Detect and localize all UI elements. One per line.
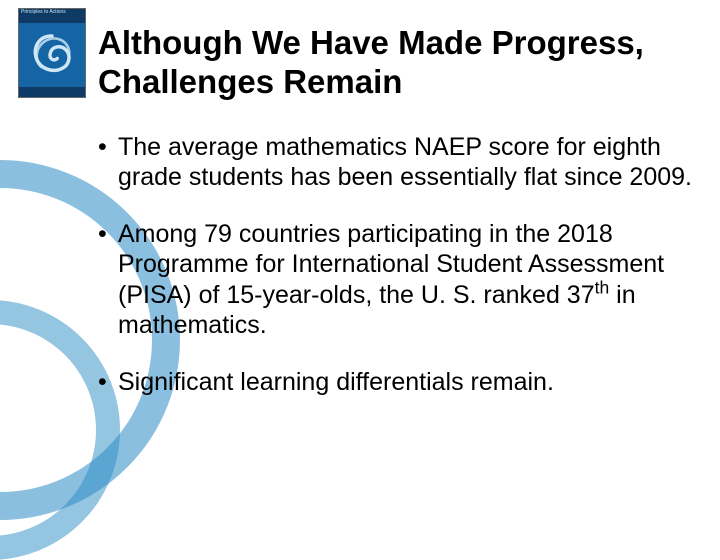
logo-header: Principles to Actions — [19, 9, 85, 23]
logo-swirl-icon — [19, 23, 85, 87]
bullet-list: The average mathematics NAEP score for e… — [98, 132, 692, 398]
bullet-item: Among 79 countries participating in the … — [98, 219, 692, 341]
logo-badge: Principles to Actions — [18, 8, 86, 98]
bullet-item: The average mathematics NAEP score for e… — [98, 132, 692, 193]
logo-footer — [19, 87, 85, 97]
slide-content: Although We Have Made Progress, Challeng… — [98, 24, 692, 423]
bullet-item: Significant learning differentials remai… — [98, 367, 692, 398]
slide-title: Although We Have Made Progress, Challeng… — [98, 24, 692, 102]
